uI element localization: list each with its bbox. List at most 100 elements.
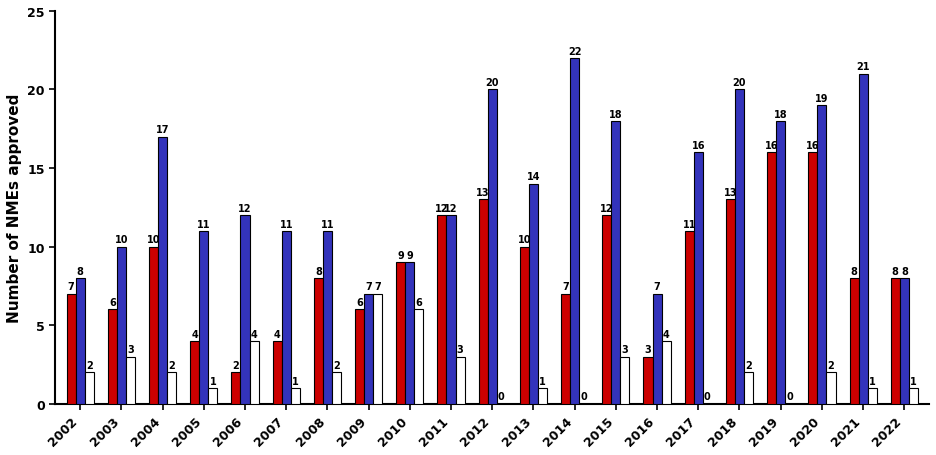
Bar (744, 373, 753, 404)
Text: 2: 2 (745, 360, 752, 370)
Bar (809, 153, 817, 404)
Bar (529, 184, 538, 404)
Text: 16: 16 (765, 141, 779, 151)
Text: 1: 1 (292, 376, 299, 386)
Text: 4: 4 (251, 329, 257, 339)
Bar (446, 216, 456, 404)
Text: 17: 17 (155, 125, 169, 135)
Text: 11: 11 (280, 219, 293, 229)
Text: 20: 20 (486, 78, 499, 88)
Text: 18: 18 (774, 109, 787, 119)
Bar (726, 200, 735, 404)
Bar (684, 232, 694, 404)
Bar (488, 90, 497, 404)
Bar (108, 310, 117, 404)
Text: 3: 3 (457, 344, 463, 354)
Text: 6: 6 (357, 298, 363, 308)
Bar (868, 388, 877, 404)
Bar (117, 247, 125, 404)
Bar (332, 373, 341, 404)
Text: 8: 8 (892, 266, 899, 276)
Bar (652, 294, 662, 404)
Text: 3: 3 (645, 344, 651, 354)
Bar (776, 121, 785, 404)
Text: 13: 13 (724, 188, 738, 197)
Bar (282, 232, 291, 404)
Text: 0: 0 (580, 391, 587, 401)
Text: 4: 4 (663, 329, 669, 339)
Bar (602, 216, 611, 404)
Bar (250, 341, 258, 404)
Text: 7: 7 (653, 282, 661, 292)
Bar (909, 388, 918, 404)
Text: 16: 16 (806, 141, 820, 151)
Bar (405, 263, 415, 404)
Text: 4: 4 (191, 329, 198, 339)
Bar (314, 278, 323, 404)
Text: 7: 7 (365, 282, 372, 292)
Bar (364, 294, 373, 404)
Bar (231, 373, 241, 404)
Bar (735, 90, 744, 404)
Bar (190, 341, 199, 404)
Text: 10: 10 (518, 235, 531, 245)
Text: 11: 11 (197, 219, 211, 229)
Bar (817, 106, 826, 404)
Bar (291, 388, 300, 404)
Bar (149, 247, 158, 404)
Text: 0: 0 (786, 391, 793, 401)
Bar (694, 153, 703, 404)
Bar (396, 263, 405, 404)
Text: 3: 3 (127, 344, 134, 354)
Bar (373, 294, 382, 404)
Bar (858, 75, 868, 404)
Text: 8: 8 (900, 266, 908, 276)
Text: 6: 6 (109, 298, 116, 308)
Text: 8: 8 (314, 266, 322, 276)
Bar (209, 388, 217, 404)
Bar (662, 341, 671, 404)
Bar (84, 373, 94, 404)
Bar (272, 341, 282, 404)
Bar (899, 278, 909, 404)
Text: 0: 0 (704, 391, 710, 401)
Text: 6: 6 (416, 298, 422, 308)
Bar (621, 357, 630, 404)
Bar (66, 294, 76, 404)
Text: 20: 20 (733, 78, 746, 88)
Text: 18: 18 (609, 109, 622, 119)
Bar (643, 357, 652, 404)
Text: 21: 21 (856, 62, 870, 72)
Text: 7: 7 (67, 282, 75, 292)
Text: 2: 2 (333, 360, 340, 370)
Bar (519, 247, 529, 404)
Text: 2: 2 (168, 360, 175, 370)
Text: 19: 19 (815, 94, 828, 104)
Y-axis label: Number of NMEs approved: Number of NMEs approved (7, 93, 22, 322)
Bar (850, 278, 858, 404)
Text: 2: 2 (86, 360, 93, 370)
Text: 12: 12 (600, 203, 614, 213)
Text: 0: 0 (498, 391, 505, 401)
Bar (168, 373, 176, 404)
Text: 7: 7 (374, 282, 381, 292)
Bar (456, 357, 464, 404)
Text: 11: 11 (321, 219, 334, 229)
Text: 3: 3 (622, 344, 628, 354)
Bar (241, 216, 250, 404)
Text: 16: 16 (692, 141, 705, 151)
Text: 10: 10 (114, 235, 128, 245)
Text: 13: 13 (476, 188, 490, 197)
Text: 1: 1 (539, 376, 546, 386)
Text: 8: 8 (77, 266, 83, 276)
Text: 1: 1 (910, 376, 916, 386)
Bar (355, 310, 364, 404)
Text: 9: 9 (406, 250, 413, 260)
Text: 2: 2 (232, 360, 240, 370)
Bar (768, 153, 776, 404)
Bar (570, 59, 579, 404)
Text: 2: 2 (827, 360, 834, 370)
Text: 22: 22 (568, 46, 581, 56)
Bar (125, 357, 135, 404)
Text: 1: 1 (210, 376, 216, 386)
